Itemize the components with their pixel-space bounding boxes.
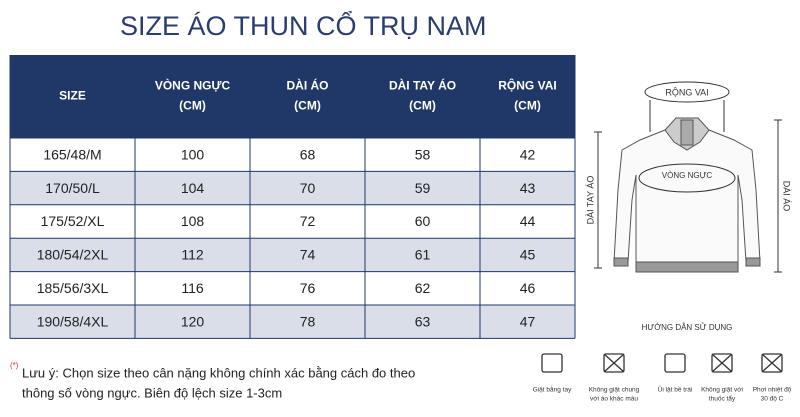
length-label: DÀI ÁO — [782, 181, 792, 212]
cell: 74 — [300, 247, 316, 263]
care-label: Ủi lật bề trái — [658, 385, 693, 394]
cell: 100 — [181, 146, 205, 162]
row-bg — [10, 204, 575, 239]
cell: 76 — [300, 280, 316, 296]
care-label: Không giặt chung — [589, 387, 640, 394]
care-cross — [603, 353, 625, 373]
row-bg — [10, 238, 575, 272]
header-cell: (CM) — [179, 99, 206, 113]
cell: 60 — [415, 213, 431, 229]
cell: 190/58/4XL — [37, 313, 109, 329]
cell: 42 — [520, 146, 536, 162]
row-bg — [10, 271, 575, 305]
cell: 180/54/2XL — [37, 247, 109, 263]
size-table: SIZE VÒNG NGỰC (CM) DÀI ÁO (CM) DÀI TAY ÁO (CM… — [9, 55, 576, 339]
header-cell: (CM) — [514, 99, 541, 113]
row-bg — [10, 171, 575, 205]
care-icon — [664, 353, 686, 373]
cell: 63 — [415, 313, 431, 329]
header-cell: VÒNG NGỰC — [155, 78, 231, 93]
cell: 47 — [520, 313, 536, 329]
cell: 78 — [300, 313, 316, 329]
note-line: Lưu ý: Chọn size theo cân nặng không chí… — [22, 365, 415, 380]
cell: 72 — [300, 213, 316, 229]
cell: 185/56/3XL — [37, 280, 109, 296]
care-label: với áo khác màu — [590, 396, 638, 403]
cell: 59 — [415, 180, 431, 196]
cell: 44 — [520, 213, 536, 229]
cell: 45 — [520, 247, 536, 263]
cell: 175/52/XL — [41, 213, 105, 229]
shoulder-label: RỘNG VAI — [665, 87, 708, 97]
cell: 108 — [181, 213, 205, 229]
care-cross — [711, 353, 733, 373]
header-cell: DÀI TAY ÁO — [389, 78, 456, 93]
cell: 68 — [300, 146, 316, 162]
header-cell: (CM) — [294, 99, 321, 113]
cell: 70 — [300, 180, 316, 196]
cell: 43 — [520, 180, 536, 196]
note-mark: (*) — [10, 361, 19, 370]
cell: 61 — [415, 247, 431, 263]
header-cell: SIZE — [59, 89, 86, 103]
note-line: thông số vòng ngực. Biên độ lệch size 1-… — [22, 385, 282, 400]
row-bg — [10, 138, 575, 172]
cell: 116 — [181, 280, 204, 296]
title: SIZE ÁO THUN CỔ TRỤ NAM — [120, 10, 487, 41]
header-cell: (CM) — [409, 99, 436, 113]
header-cell: RỘNG VAI — [498, 78, 556, 93]
cell: 58 — [415, 146, 431, 162]
care-label: 30 độ C — [761, 396, 784, 403]
care-icon — [711, 353, 733, 373]
row-bg — [10, 305, 575, 339]
care-label: thuốc tẩy — [709, 394, 736, 403]
care-cross — [761, 353, 783, 373]
care-icon — [761, 353, 783, 373]
cell: 120 — [181, 313, 205, 329]
care-icon — [541, 353, 563, 373]
shirt-diagram — [594, 81, 782, 273]
care-label: Phơi nhiệt độ — [753, 387, 792, 394]
cell: 170/50/L — [45, 180, 100, 196]
header-bg — [10, 55, 575, 138]
cell: 165/48/M — [43, 146, 101, 162]
guide-label: HƯỚNG DẪN SỬ DỤNG — [642, 323, 733, 332]
cell: 112 — [181, 247, 204, 263]
chest-label: VÒNG NGỰC — [662, 171, 713, 180]
care-icon — [603, 353, 625, 373]
cell: 104 — [181, 180, 205, 196]
note: Lưu ý: Chọn size theo cân nặng không chí… — [22, 365, 415, 400]
sleeve-label: DÀI TAY ÁO — [585, 176, 595, 225]
care-icons: Giặt bằng tay Không giặt chung với áo khác… — [533, 353, 792, 403]
care-label: Giặt bằng tay — [533, 385, 572, 394]
care-label: Không giặt với — [701, 387, 743, 394]
cell: 62 — [415, 280, 431, 296]
header-cell: DÀI ÁO — [287, 78, 329, 93]
cell: 46 — [520, 280, 536, 296]
